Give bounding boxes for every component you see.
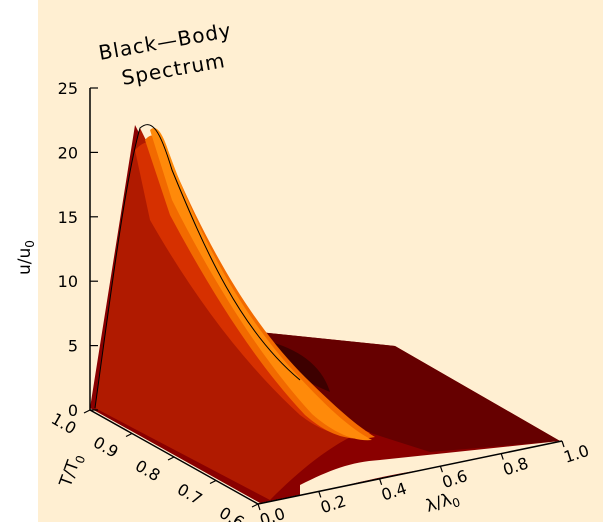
z-tick-label: 25 [58, 79, 78, 98]
x-tick-mark [439, 466, 443, 473]
y-tick-mark [167, 456, 175, 461]
z-axis-title-main: u/u [15, 248, 35, 275]
x-tick-mark [318, 491, 322, 498]
x-axis-line [257, 440, 563, 505]
surface [90, 124, 560, 503]
x-tick-mark [379, 478, 383, 485]
y-tick-mark [83, 409, 91, 414]
z-ticks: 0 5 10 15 20 25 [58, 79, 98, 420]
z-tick-label: 15 [58, 208, 78, 227]
y-tick-mark [251, 503, 259, 508]
y-tick-mark [209, 479, 217, 485]
x-axis-title-sub: 0 [450, 495, 462, 511]
z-axis-title: u/u0 [15, 240, 37, 275]
x-tick-label: 0.0 [257, 504, 287, 522]
x-tick-mark [500, 453, 504, 460]
surface-dark-tail [240, 330, 560, 452]
z-tick-label: 5 [68, 337, 78, 356]
z-tick-label: 20 [58, 143, 78, 162]
surface-peak-outline [94, 124, 301, 409]
y-axis-title-sub: 0 [72, 454, 88, 466]
y-tick-mark [125, 432, 133, 438]
z-tick-label: 0 [68, 401, 78, 420]
z-axis-title-sub: 0 [23, 240, 37, 248]
z-tick-label: 10 [58, 272, 78, 291]
x-tick-mark [561, 440, 565, 448]
x-tick-mark [257, 503, 261, 511]
